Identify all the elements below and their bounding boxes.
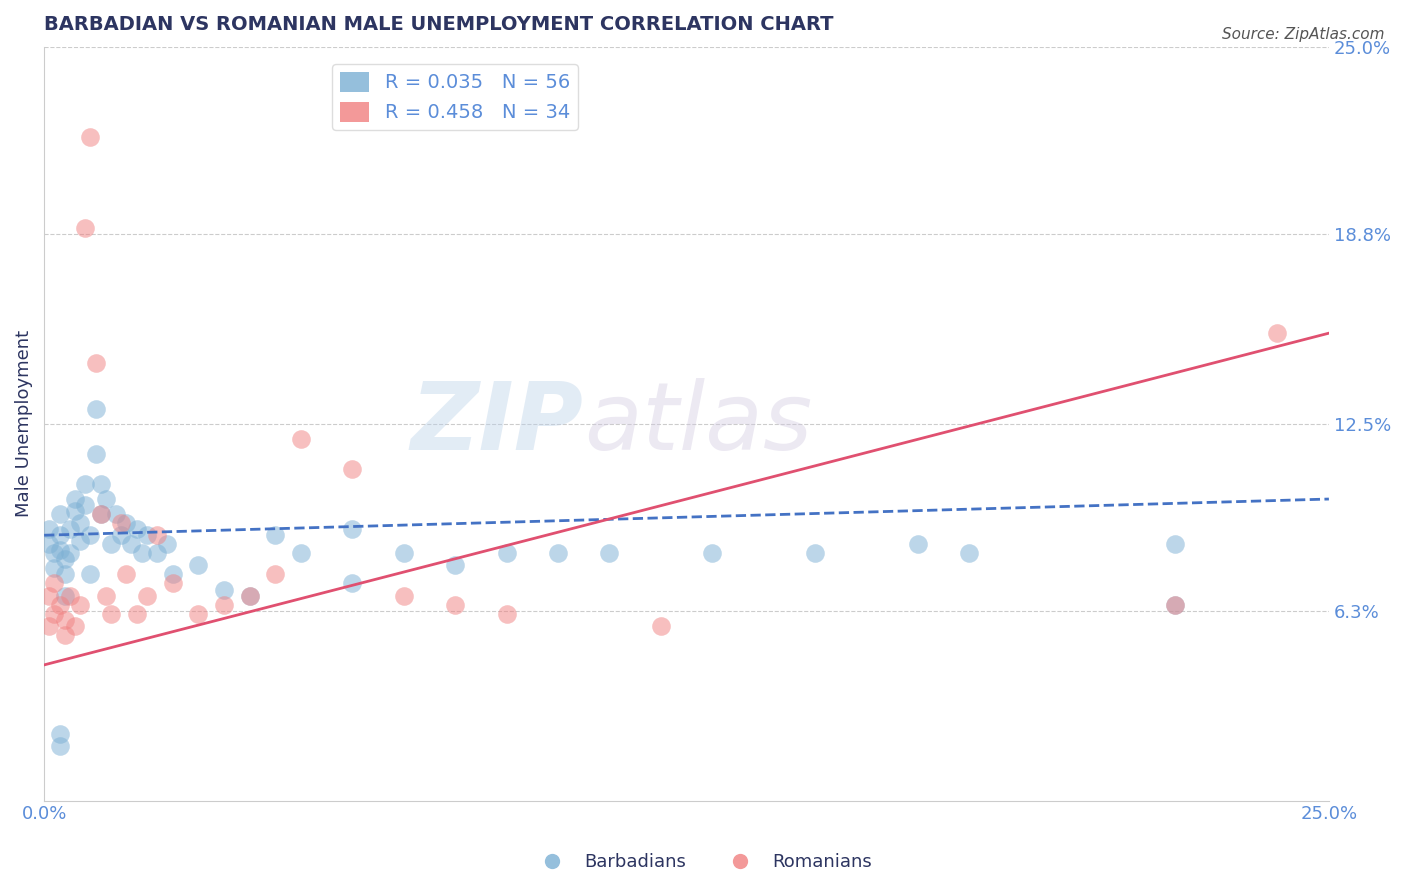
Point — [239, 589, 262, 603]
Point — [44, 561, 66, 575]
Point — [187, 607, 209, 621]
Point — [125, 522, 148, 536]
Point — [48, 739, 70, 754]
Point — [100, 537, 122, 551]
Point — [53, 589, 76, 603]
Point — [290, 432, 312, 446]
Point — [598, 546, 620, 560]
Point — [125, 607, 148, 621]
Point — [495, 546, 517, 560]
Point — [162, 567, 184, 582]
Text: Source: ZipAtlas.com: Source: ZipAtlas.com — [1222, 27, 1385, 42]
Point — [100, 607, 122, 621]
Point — [59, 522, 82, 536]
Point — [38, 589, 60, 603]
Point — [44, 607, 66, 621]
Point — [392, 589, 415, 603]
Legend: R = 0.035   N = 56, R = 0.458   N = 34: R = 0.035 N = 56, R = 0.458 N = 34 — [332, 64, 578, 130]
Point — [115, 516, 138, 531]
Text: BARBADIAN VS ROMANIAN MALE UNEMPLOYMENT CORRELATION CHART: BARBADIAN VS ROMANIAN MALE UNEMPLOYMENT … — [44, 15, 834, 34]
Point — [495, 607, 517, 621]
Point — [53, 552, 76, 566]
Point — [69, 598, 91, 612]
Point — [44, 546, 66, 560]
Point — [38, 537, 60, 551]
Point — [90, 477, 112, 491]
Point — [38, 618, 60, 632]
Point — [38, 522, 60, 536]
Point — [187, 558, 209, 573]
Point — [84, 447, 107, 461]
Point — [105, 507, 128, 521]
Point — [75, 477, 97, 491]
Point — [94, 589, 117, 603]
Point — [48, 598, 70, 612]
Point — [48, 543, 70, 558]
Point — [342, 522, 364, 536]
Point — [110, 528, 132, 542]
Point — [48, 727, 70, 741]
Point — [392, 546, 415, 560]
Point — [1267, 326, 1289, 341]
Point — [59, 546, 82, 560]
Point — [63, 504, 86, 518]
Point — [1164, 537, 1187, 551]
Point — [702, 546, 724, 560]
Point — [53, 613, 76, 627]
Point — [69, 516, 91, 531]
Point — [547, 546, 569, 560]
Point — [264, 528, 287, 542]
Point — [444, 598, 467, 612]
Point — [146, 546, 169, 560]
Point — [90, 507, 112, 521]
Point — [156, 537, 179, 551]
Point — [63, 618, 86, 632]
Point — [907, 537, 929, 551]
Point — [79, 567, 101, 582]
Point — [44, 576, 66, 591]
Text: ZIP: ZIP — [411, 377, 583, 470]
Point — [342, 576, 364, 591]
Point — [48, 528, 70, 542]
Point — [444, 558, 467, 573]
Point — [79, 528, 101, 542]
Point — [75, 498, 97, 512]
Point — [90, 507, 112, 521]
Point — [131, 546, 153, 560]
Point — [290, 546, 312, 560]
Point — [75, 220, 97, 235]
Point — [804, 546, 827, 560]
Point — [135, 528, 157, 542]
Point — [53, 628, 76, 642]
Point — [212, 598, 235, 612]
Point — [650, 618, 672, 632]
Point — [957, 546, 980, 560]
Point — [239, 589, 262, 603]
Point — [146, 528, 169, 542]
Point — [121, 537, 143, 551]
Point — [342, 462, 364, 476]
Point — [94, 491, 117, 506]
Y-axis label: Male Unemployment: Male Unemployment — [15, 330, 32, 517]
Point — [110, 516, 132, 531]
Point — [162, 576, 184, 591]
Point — [63, 491, 86, 506]
Point — [84, 401, 107, 416]
Point — [212, 582, 235, 597]
Text: atlas: atlas — [583, 378, 813, 469]
Point — [53, 567, 76, 582]
Point — [264, 567, 287, 582]
Legend: Barbadians, Romanians: Barbadians, Romanians — [526, 847, 880, 879]
Point — [1164, 598, 1187, 612]
Point — [69, 534, 91, 549]
Point — [79, 130, 101, 145]
Point — [115, 567, 138, 582]
Point — [84, 356, 107, 370]
Point — [48, 507, 70, 521]
Point — [135, 589, 157, 603]
Point — [59, 589, 82, 603]
Point — [1164, 598, 1187, 612]
